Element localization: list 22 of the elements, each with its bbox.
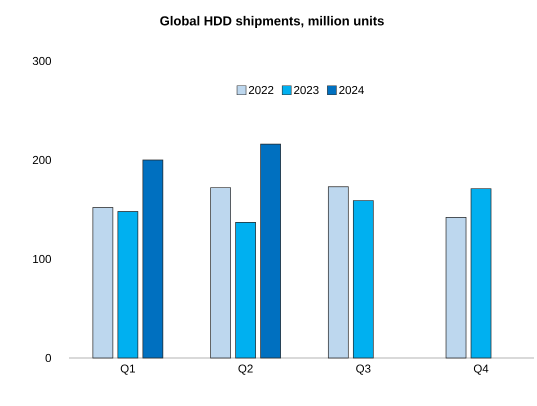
y-tick-label: 300 xyxy=(32,56,52,66)
bar xyxy=(118,211,138,358)
bar xyxy=(328,186,349,358)
bar xyxy=(235,222,256,358)
y-tick-label: 0 xyxy=(46,354,52,362)
chart-title: Global HDD shipments, million units xyxy=(160,16,384,28)
bar xyxy=(210,187,231,358)
legend-label: 2024 xyxy=(339,86,364,94)
x-tick-label: Q4 xyxy=(474,364,488,375)
legend-label: 2022 xyxy=(248,86,274,94)
bar xyxy=(142,160,164,358)
y-tick-label: 200 xyxy=(32,156,52,164)
bar xyxy=(92,207,114,358)
y-tick-label: 100 xyxy=(33,254,52,264)
x-tick-label: Q3 xyxy=(356,364,370,375)
x-tick-label: Q1 xyxy=(120,364,135,375)
bar xyxy=(260,144,281,358)
bar xyxy=(352,200,374,358)
legend-label: 2023 xyxy=(294,86,319,94)
bar xyxy=(446,217,466,358)
x-tick-label: Q2 xyxy=(238,364,253,375)
bar xyxy=(470,188,492,358)
